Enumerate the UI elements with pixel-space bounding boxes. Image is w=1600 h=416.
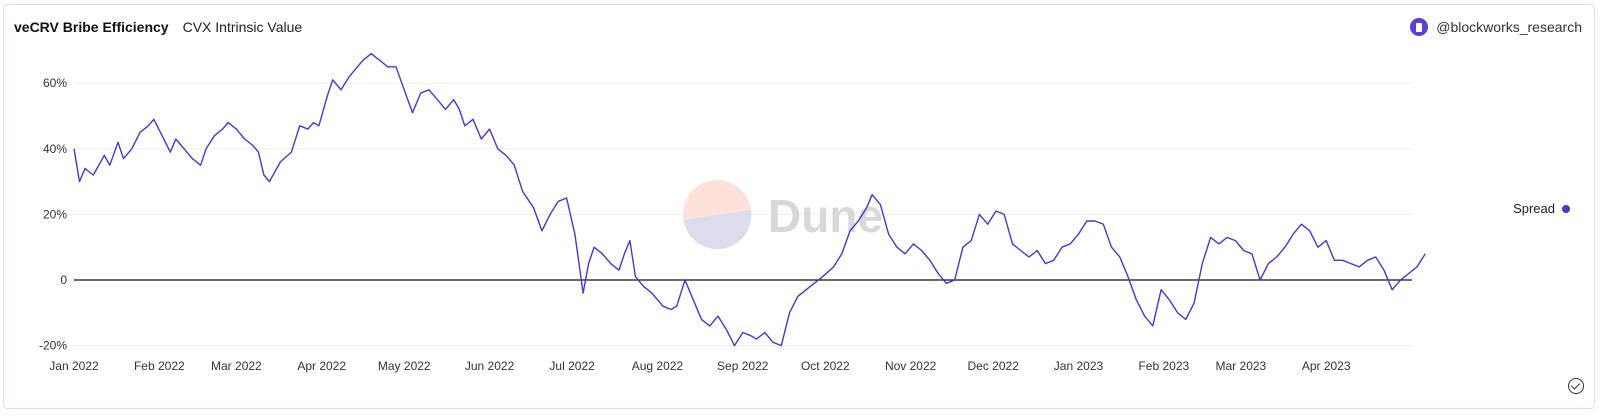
x-tick-label: Nov 2022 xyxy=(885,359,937,373)
x-tick-label: Apr 2022 xyxy=(297,359,346,373)
chart-card: veCRV Bribe Efficiency CVX Intrinsic Val… xyxy=(3,4,1595,409)
y-tick-label: 20% xyxy=(43,207,67,221)
chart-subtitle: CVX Intrinsic Value xyxy=(182,19,303,35)
x-tick-label: Feb 2023 xyxy=(1138,359,1189,373)
y-tick-label: 0 xyxy=(60,273,67,287)
chart-header: veCRV Bribe Efficiency CVX Intrinsic Val… xyxy=(14,19,302,35)
x-tick-label: Mar 2023 xyxy=(1216,359,1267,373)
legend-dot-icon xyxy=(1562,204,1570,213)
x-tick-label: Feb 2022 xyxy=(134,359,185,373)
x-tick-label: Dec 2022 xyxy=(968,359,1020,373)
line-chart: Dune -20% 0 20% 40% 60% Jan 2022 Feb 2022 Mar … xyxy=(39,53,1426,373)
legend-label-spread[interactable]: Spread xyxy=(1513,201,1555,216)
x-tick-label: Jan 2022 xyxy=(49,359,99,373)
blockworks-avatar-icon xyxy=(1410,18,1429,36)
author-name[interactable]: @blockworks_research xyxy=(1436,19,1582,35)
x-tick-label: Jul 2022 xyxy=(549,359,595,373)
watermark-text: Dune xyxy=(768,190,883,242)
dune-watermark: Dune xyxy=(683,180,883,250)
watermark-logo-lower-icon xyxy=(683,210,752,250)
x-axis: Jan 2022 Feb 2022 Mar 2022 Apr 2022 May 2022… xyxy=(49,359,1351,373)
author-badge[interactable]: @blockworks_research xyxy=(1410,18,1582,36)
x-tick-label: Jun 2022 xyxy=(465,359,515,373)
x-tick-label: May 2022 xyxy=(378,359,431,373)
y-tick-label: 40% xyxy=(43,142,67,156)
legend[interactable]: Spread xyxy=(1513,201,1570,216)
x-tick-label: Sep 2022 xyxy=(717,359,769,373)
x-tick-label: Apr 2023 xyxy=(1302,359,1351,373)
chart-title: veCRV Bribe Efficiency xyxy=(14,19,169,35)
x-tick-label: Oct 2022 xyxy=(801,359,850,373)
check-circle-icon[interactable] xyxy=(1568,378,1584,394)
x-tick-label: Mar 2022 xyxy=(211,359,262,373)
x-tick-label: Jan 2023 xyxy=(1054,359,1104,373)
y-tick-label: 60% xyxy=(43,76,67,90)
y-axis: -20% 0 20% 40% 60% xyxy=(39,76,67,352)
x-tick-label: Aug 2022 xyxy=(632,359,684,373)
series-line-spread[interactable] xyxy=(73,53,1426,347)
y-tick-label: -20% xyxy=(39,339,67,353)
